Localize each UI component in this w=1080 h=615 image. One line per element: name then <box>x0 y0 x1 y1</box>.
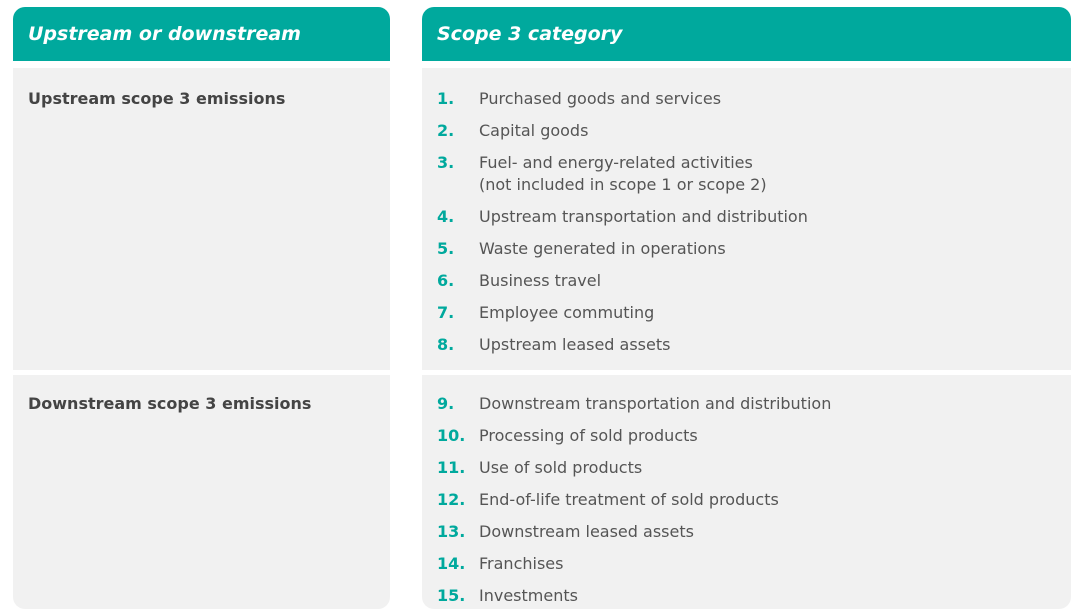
category-number: 9. <box>437 394 455 413</box>
upstream-category-list: 1. Purchased goods and services 2. Capital … <box>437 88 1061 366</box>
category-text: Business travel <box>479 271 602 290</box>
header-scope3-category: Scope 3 category <box>422 7 1071 61</box>
header-upstream-or-downstream: Upstream or downstream <box>13 7 390 61</box>
list-item: 2. Capital goods <box>437 120 1061 142</box>
list-item: 13. Downstream leased assets <box>437 521 1061 543</box>
category-number: 12. <box>437 490 466 509</box>
category-number: 3. <box>437 153 455 172</box>
list-item: 10. Processing of sold products <box>437 425 1061 447</box>
category-text: Employee commuting <box>479 303 655 322</box>
list-item: 14. Franchises <box>437 553 1061 575</box>
category-text: Waste generated in operations <box>479 239 726 258</box>
list-item: 12. End-of-life treatment of sold product… <box>437 489 1061 511</box>
category-text: Fuel- and energy-related activities (not… <box>479 153 767 194</box>
category-number: 13. <box>437 522 466 541</box>
list-item: 5. Waste generated in operations <box>437 238 1061 260</box>
category-number: 2. <box>437 121 455 140</box>
downstream-category-list: 9. Downstream transportation and distribu… <box>437 393 1061 615</box>
category-text: Upstream transportation and distribution <box>479 207 808 226</box>
category-text: Processing of sold products <box>479 426 698 445</box>
scope3-category-column: Scope 3 category 1. Purchased goods and s… <box>422 7 1071 609</box>
category-number: 8. <box>437 335 455 354</box>
cell-upstream-categories: 1. Purchased goods and services 2. Capital … <box>422 68 1071 370</box>
row-label-upstream: Upstream scope 3 emissions <box>28 89 286 108</box>
category-text: Downstream transportation and distributi… <box>479 394 832 413</box>
list-item: 8. Upstream leased assets <box>437 334 1061 356</box>
category-text: Investments <box>479 586 578 605</box>
cell-upstream-label: Upstream scope 3 emissions <box>13 68 390 370</box>
list-item: 1. Purchased goods and services <box>437 88 1061 110</box>
category-text: End-of-life treatment of sold products <box>479 490 779 509</box>
cell-downstream-categories: 9. Downstream transportation and distribu… <box>422 375 1071 609</box>
category-text: Purchased goods and services <box>479 89 722 108</box>
row-label-downstream: Downstream scope 3 emissions <box>28 394 312 413</box>
category-text: Capital goods <box>479 121 589 140</box>
category-number: 11. <box>437 458 466 477</box>
category-number: 5. <box>437 239 455 258</box>
list-item: 11. Use of sold products <box>437 457 1061 479</box>
list-item: 3. Fuel- and energy-related activities (n… <box>437 152 1061 196</box>
list-item: 9. Downstream transportation and distribu… <box>437 393 1061 415</box>
category-number: 15. <box>437 586 466 605</box>
category-text: Downstream leased assets <box>479 522 694 541</box>
upstream-downstream-column: Upstream or downstream Upstream scope 3 … <box>13 7 390 609</box>
category-text: Franchises <box>479 554 564 573</box>
category-text: Use of sold products <box>479 458 643 477</box>
cell-downstream-label: Downstream scope 3 emissions <box>13 375 390 609</box>
category-number: 6. <box>437 271 455 290</box>
category-number: 10. <box>437 426 466 445</box>
list-item: 15. Investments <box>437 585 1061 607</box>
category-text: Upstream leased assets <box>479 335 671 354</box>
category-number: 1. <box>437 89 455 108</box>
category-number: 4. <box>437 207 455 226</box>
list-item: 7. Employee commuting <box>437 302 1061 324</box>
list-item: 4. Upstream transportation and distributi… <box>437 206 1061 228</box>
category-number: 7. <box>437 303 455 322</box>
category-number: 14. <box>437 554 466 573</box>
list-item: 6. Business travel <box>437 270 1061 292</box>
